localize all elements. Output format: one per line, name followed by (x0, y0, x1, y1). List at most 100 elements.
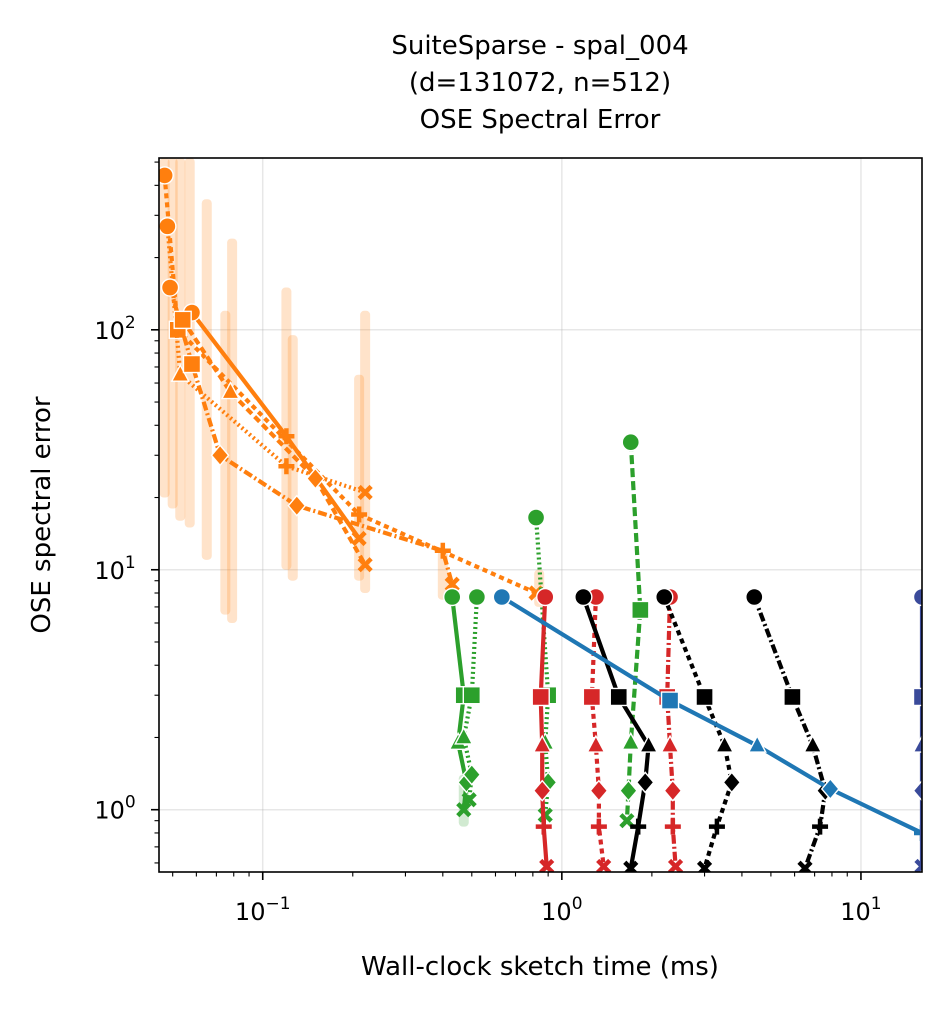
marker-circle (621, 433, 640, 452)
marker-square (912, 687, 922, 707)
series-line-13 (655, 587, 742, 872)
x-tick-exp: 1 (871, 894, 882, 914)
series-path (165, 226, 366, 495)
x-tick-exp: −1 (265, 894, 290, 914)
series-line-10 (582, 587, 612, 872)
marker-plus (630, 818, 647, 835)
marker-plus (708, 818, 725, 835)
series-line-2 (159, 217, 373, 501)
marker-plus (812, 818, 829, 835)
marker-x (351, 530, 367, 547)
series-line-0 (182, 303, 367, 547)
marker-x (596, 858, 612, 872)
x-tick-label: 101 (840, 894, 881, 926)
y-tick-base: 10 (94, 557, 125, 585)
marker-triangle (638, 734, 659, 753)
marker-plus (434, 542, 451, 559)
marker-diamond (635, 771, 655, 794)
marker-plus (535, 818, 552, 835)
series-path (180, 318, 367, 566)
marker-square (173, 310, 192, 330)
series-path (665, 596, 678, 867)
marker-diamond (287, 494, 307, 517)
marker-x (357, 484, 373, 501)
series-line-4 (173, 310, 373, 573)
marker-circle (160, 278, 180, 297)
series-line-9 (531, 587, 555, 872)
marker-x (357, 557, 373, 573)
marker-square (695, 687, 714, 707)
marker-triangle (714, 734, 735, 753)
marker-x (444, 576, 460, 592)
marker-circle (467, 587, 487, 607)
marker-x (623, 860, 639, 872)
marker-triangle (454, 726, 474, 745)
series-path (752, 596, 828, 870)
y-tick-base: 10 (94, 797, 125, 825)
x-tick-exp: 0 (572, 894, 583, 914)
x-tick-label: 10−1 (235, 894, 291, 926)
marker-plus (590, 818, 607, 835)
variance-band (360, 310, 371, 594)
y-tick-label: 100 (94, 793, 135, 825)
variance-band (354, 374, 365, 581)
y-tick-base: 10 (94, 317, 125, 345)
marker-x (797, 860, 813, 872)
marker-circle (574, 587, 593, 607)
y-axis-label: OSE spectral error (27, 396, 57, 634)
marker-plus (914, 824, 922, 841)
marker-x (667, 858, 684, 872)
marker-square (182, 354, 202, 374)
marker-circle (655, 587, 674, 607)
variance-band (201, 199, 212, 560)
marker-triangle (586, 734, 606, 753)
marker-square (609, 687, 628, 707)
marker-diamond (722, 771, 742, 794)
marker-x (461, 792, 477, 808)
marker-circle (526, 508, 546, 527)
x-tick-base: 10 (840, 898, 871, 926)
chart-title-line-2: (d=131072, n=512) (409, 68, 671, 98)
marker-diamond (820, 777, 840, 801)
series-line-15 (492, 587, 922, 841)
marker-diamond (589, 779, 609, 802)
grid-lines (159, 158, 922, 872)
variance-band (227, 238, 238, 623)
marker-diamond (619, 779, 638, 802)
y-tick-label: 101 (94, 553, 135, 585)
marker-circle (536, 587, 555, 607)
marker-square (531, 687, 550, 707)
series-line-16 (912, 587, 922, 872)
x-tick-label: 100 (541, 894, 582, 926)
marker-square (582, 687, 602, 707)
x-tick-base: 10 (235, 898, 266, 926)
series-group (159, 166, 922, 872)
marker-x (539, 858, 555, 872)
x-axis-label: Wall-clock sketch time (ms) (361, 952, 719, 982)
marker-square (462, 686, 481, 705)
marker-x (456, 802, 472, 818)
series-line-3 (160, 278, 460, 592)
marker-circle (443, 587, 462, 607)
chart-title-line-3: OSE Spectral Error (420, 105, 661, 135)
y-tick-exp: 1 (125, 553, 136, 573)
marker-triangle (660, 734, 680, 753)
marker-triangle (803, 734, 823, 753)
marker-circle (912, 587, 922, 607)
marker-diamond (462, 763, 482, 786)
marker-square (631, 600, 650, 620)
y-tick-exp: 2 (125, 313, 136, 333)
marker-triangle (621, 731, 641, 751)
marker-triangle (532, 734, 552, 753)
marker-circle (159, 166, 174, 185)
series-line-6 (454, 587, 487, 808)
marker-diamond (912, 779, 922, 802)
y-tick-exp: 0 (125, 793, 136, 813)
marker-triangle (912, 734, 922, 753)
marker-circle (745, 587, 764, 607)
marker-circle (492, 587, 512, 607)
marker-triangle (747, 734, 767, 753)
